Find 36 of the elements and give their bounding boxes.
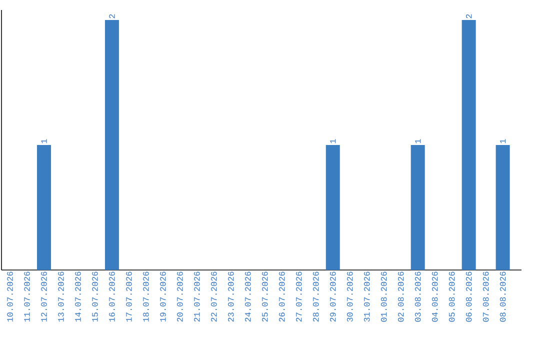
- x-tick-label: 13.07.2026: [58, 272, 64, 322]
- x-tick-label: 19.07.2026: [160, 272, 166, 322]
- x-tick-label: 07.08.2026: [482, 272, 489, 322]
- data-label: 1: [500, 139, 506, 144]
- x-tick-label: 14.07.2026: [75, 272, 81, 322]
- x-tick-label: 01.08.2026: [380, 272, 387, 322]
- x-tick-label: 16.07.2026: [109, 272, 115, 322]
- x-tick-label: 04.08.2026: [432, 272, 438, 322]
- x-tick-label: 20.07.2026: [177, 272, 183, 322]
- x-tick-label: 08.08.2026: [500, 272, 506, 322]
- x-tick-label: 15.07.2026: [92, 272, 98, 322]
- x-tick-label: 05.08.2026: [448, 272, 455, 322]
- x-tick-label: 10.07.2026: [7, 272, 13, 322]
- x-tick-label: 25.07.2026: [262, 272, 268, 322]
- x-tick-label: 24.07.2026: [245, 272, 251, 322]
- x-tick-label: 17.07.2026: [126, 272, 132, 322]
- x-tick-label: 22.07.2026: [211, 272, 217, 322]
- x-tick-label: 30.07.2026: [346, 272, 353, 322]
- x-tick-label: 29.07.2026: [330, 272, 336, 322]
- data-label: 2: [466, 14, 472, 18]
- x-tick-label: 23.07.2026: [228, 272, 234, 322]
- x-tick-label: 06.08.2026: [466, 272, 472, 322]
- data-label: 1: [41, 139, 47, 144]
- x-tick-label: 21.07.2026: [194, 272, 200, 322]
- data-label: 1: [330, 139, 336, 144]
- x-tick-label: 12.07.2026: [41, 272, 47, 322]
- x-tick-label: 02.08.2026: [398, 272, 404, 322]
- data-label: 1: [415, 139, 421, 144]
- x-tick-label: 27.07.2026: [296, 272, 302, 322]
- x-tick-label: 18.07.2026: [143, 272, 149, 322]
- x-tick-label: 28.07.2026: [312, 272, 319, 322]
- data-label: 2: [109, 14, 115, 18]
- x-tick-label: 31.07.2026: [364, 272, 370, 322]
- x-tick-label: 11.07.2026: [24, 272, 30, 322]
- x-tick-label: 26.07.2026: [279, 272, 285, 322]
- x-tick-label: 03.08.2026: [414, 272, 421, 322]
